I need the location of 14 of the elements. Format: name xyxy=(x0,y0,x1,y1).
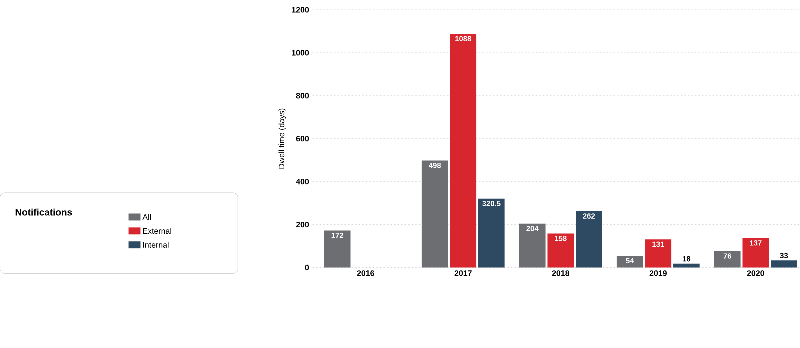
bar xyxy=(674,264,700,268)
bar xyxy=(616,256,644,268)
bar xyxy=(450,34,477,268)
bar xyxy=(519,224,546,268)
bar xyxy=(576,212,602,268)
bar xyxy=(645,240,672,268)
bar xyxy=(771,260,798,268)
bar xyxy=(422,160,448,268)
bar xyxy=(478,199,505,268)
bar xyxy=(324,230,351,268)
bar xyxy=(742,238,770,268)
bar xyxy=(548,234,574,268)
bar xyxy=(714,252,741,268)
legend-title: Notifications xyxy=(16,209,72,216)
